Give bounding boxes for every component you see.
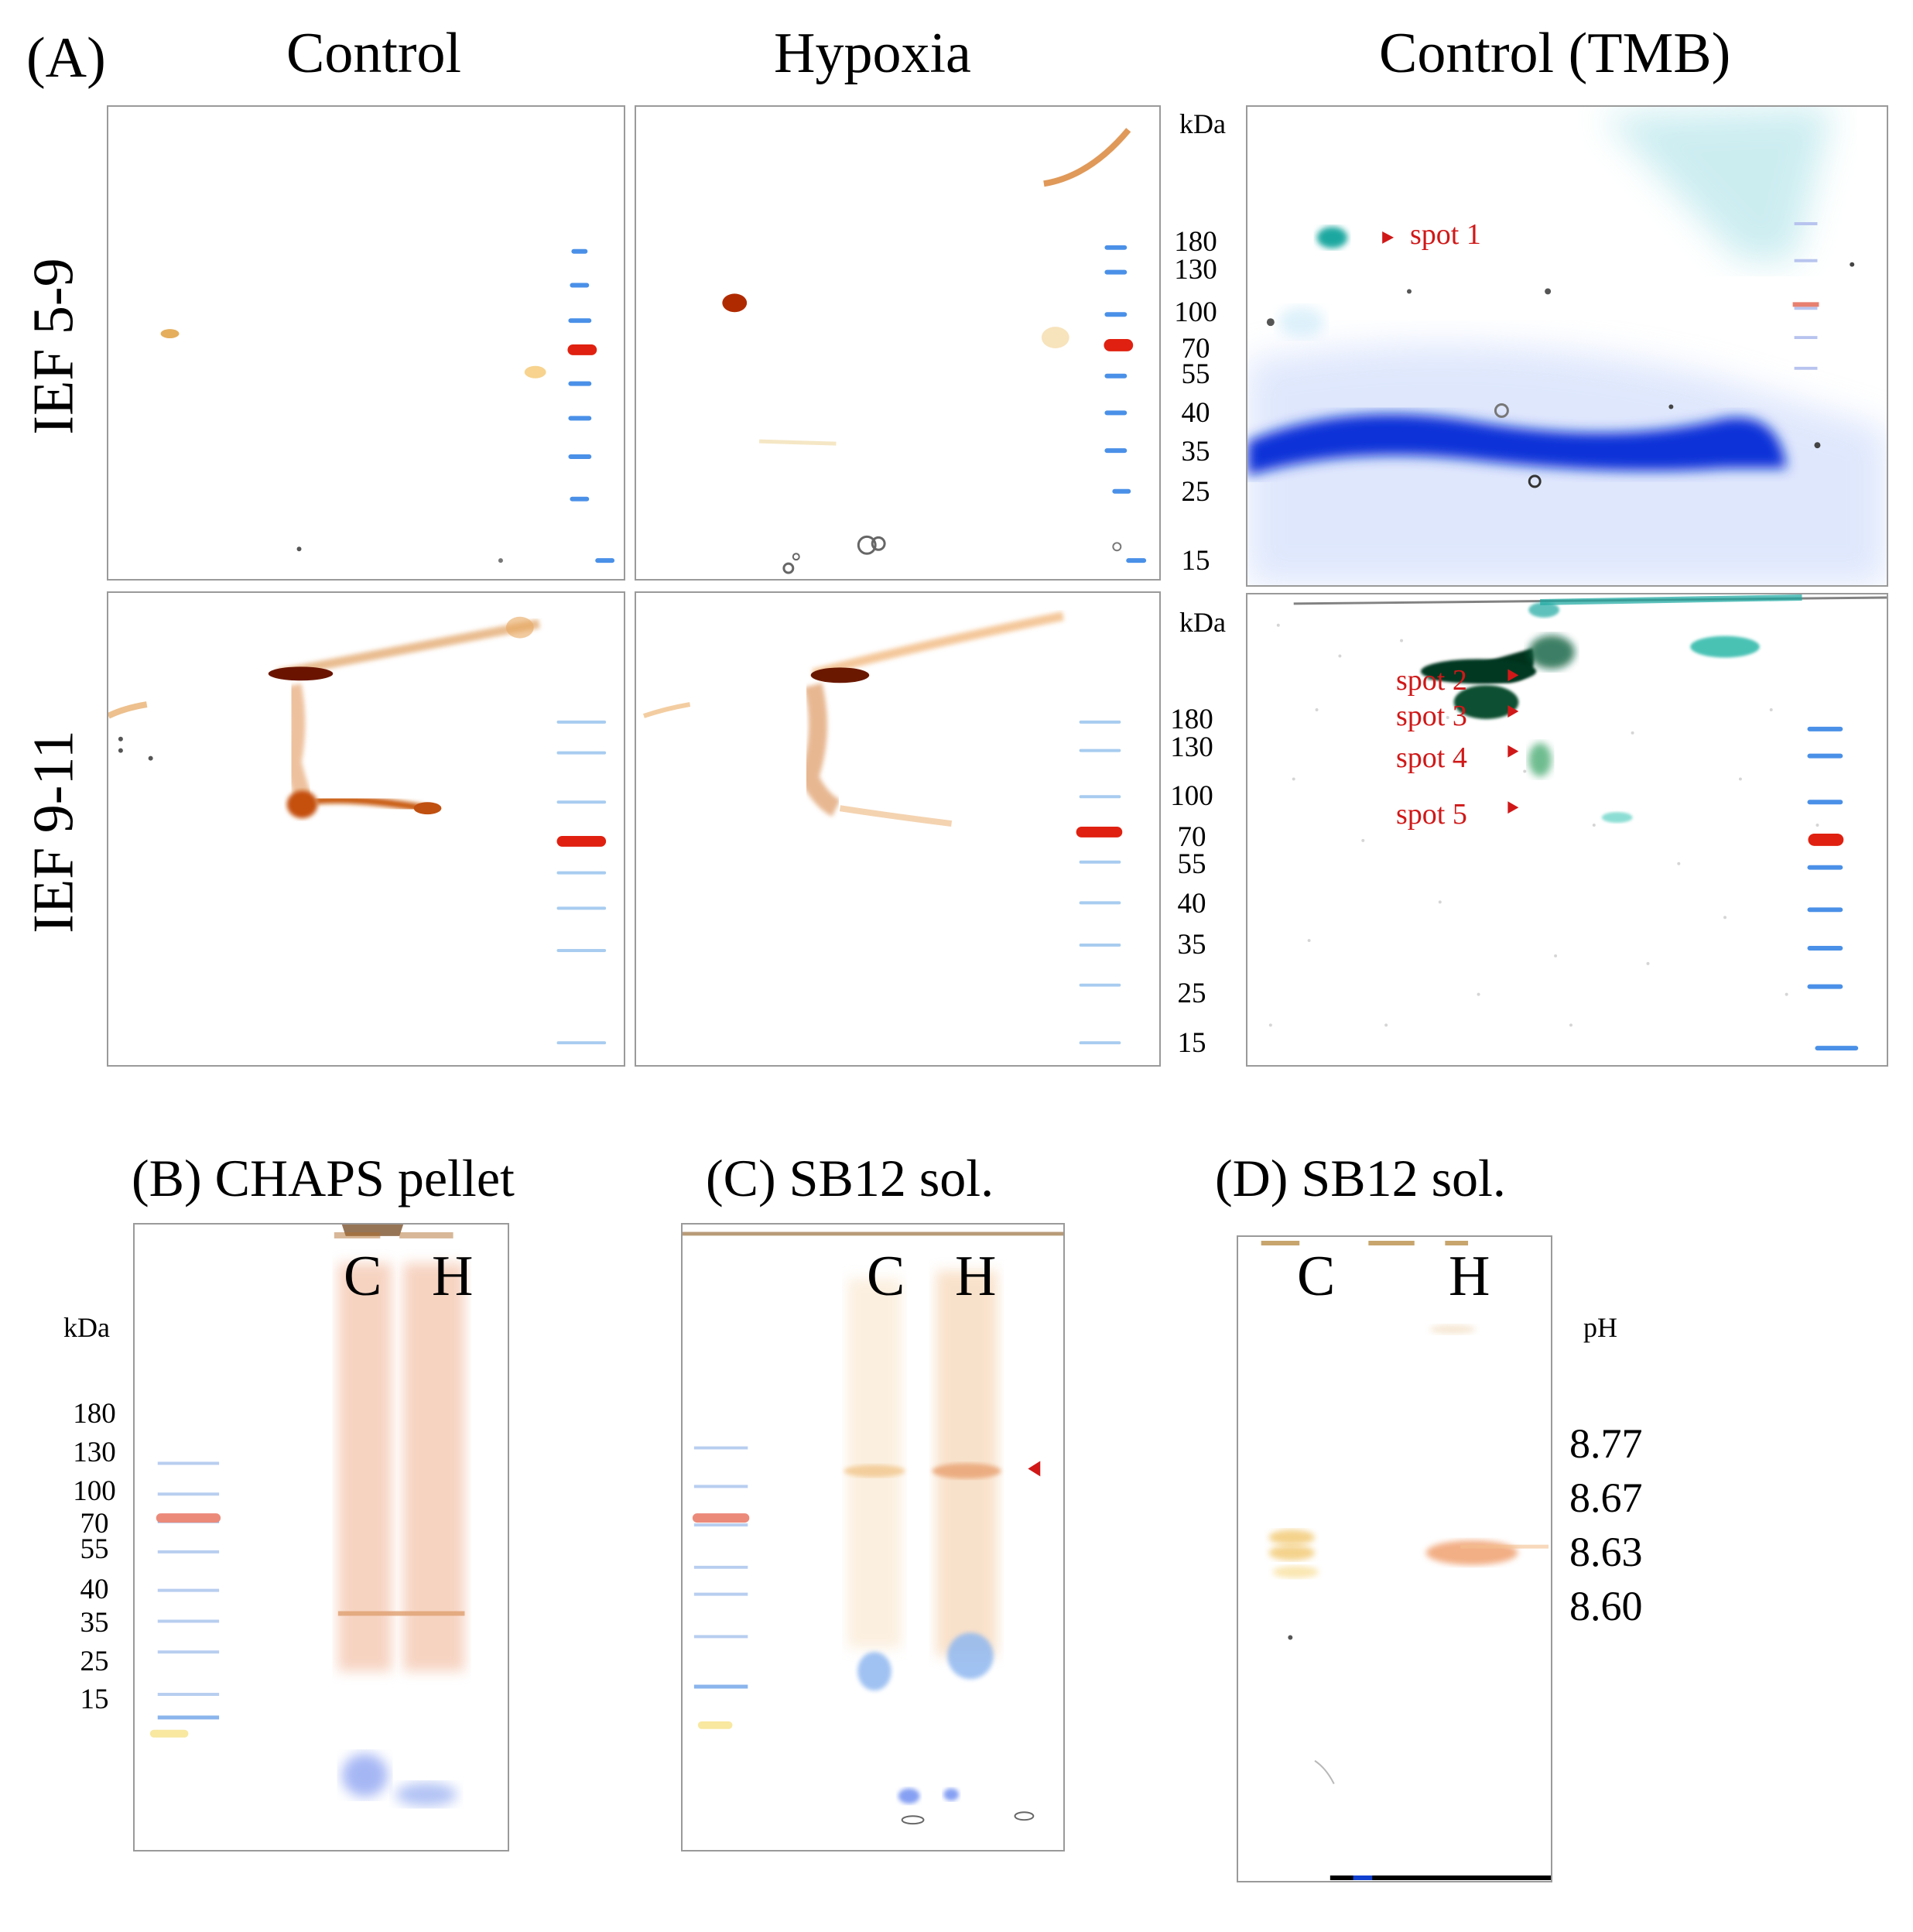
gel-chaps-pellet (133, 1223, 509, 1852)
panel-b-marker-15: 15 (80, 1684, 109, 1715)
gel-sb12-soluble-d (1237, 1235, 1552, 1882)
panel-c-lane-c: C (867, 1245, 905, 1308)
marker-55-row2: 55 (1177, 848, 1206, 880)
panel-b-marker-35: 35 (80, 1607, 109, 1639)
column-header-control-tmb: Control (TMB) (1379, 22, 1731, 85)
panel-b-marker-180: 180 (73, 1398, 116, 1430)
marker-40: 40 (1181, 397, 1210, 429)
ph-value-8-67: 8.67 (1569, 1475, 1643, 1521)
panel-b-marker-40: 40 (80, 1574, 109, 1605)
marker-25-row2: 25 (1177, 978, 1206, 1009)
marker-100: 100 (1174, 296, 1217, 328)
column-header-hypoxia: Hypoxia (774, 22, 971, 85)
panel-b-marker-70: 70 (80, 1508, 109, 1540)
panel-d-lane-h: H (1449, 1245, 1490, 1308)
kda-label-row2: kDa (1179, 607, 1226, 638)
marker-70-row2: 70 (1177, 821, 1206, 853)
marker-35: 35 (1181, 436, 1210, 468)
row-label-ief-5-9: IEF 5-9 (22, 258, 86, 435)
blot-hypoxia-ief-5-9 (635, 105, 1161, 581)
blot-control-tmb-ief-5-9 (1246, 105, 1888, 587)
panel-d-title: (D) SB12 sol. (1215, 1149, 1506, 1208)
marker-180: 180 (1174, 226, 1217, 258)
panel-d-ph-label: pH (1583, 1312, 1617, 1343)
marker-55: 55 (1181, 358, 1210, 390)
panel-a-label: (A) (26, 26, 106, 90)
blot-hypoxia-ief-9-11 (635, 591, 1161, 1067)
marker-25: 25 (1181, 476, 1210, 508)
row-label-ief-9-11: IEF 9-11 (22, 730, 86, 933)
marker-40-row2: 40 (1177, 888, 1206, 920)
kda-label-row1: kDa (1179, 108, 1226, 139)
marker-180-row2: 180 (1170, 704, 1213, 735)
marker-100-row2: 100 (1170, 780, 1213, 812)
spot-3-label: spot 3 (1396, 700, 1467, 732)
marker-130: 130 (1174, 254, 1217, 286)
panel-c-title: (C) SB12 sol. (706, 1149, 994, 1208)
ph-value-8-63: 8.63 (1569, 1529, 1643, 1575)
column-header-control: Control (286, 22, 462, 85)
marker-15-row2: 15 (1177, 1027, 1206, 1059)
marker-70: 70 (1181, 333, 1210, 365)
blot-control-ief-9-11 (107, 591, 625, 1067)
blot-control-tmb-ief-9-11 (1246, 593, 1888, 1067)
marker-130-row2: 130 (1170, 731, 1213, 763)
ph-value-8-60: 8.60 (1569, 1583, 1643, 1629)
blot-control-ief-5-9 (107, 105, 625, 581)
gel-sb12-soluble-c (681, 1223, 1065, 1852)
panel-d-lane-c: C (1297, 1245, 1336, 1308)
panel-b-marker-25: 25 (80, 1646, 109, 1677)
spot-4-label: spot 4 (1396, 742, 1467, 774)
spot-5-label: spot 5 (1396, 798, 1467, 831)
spot-2-label: spot 2 (1396, 664, 1467, 697)
panel-b-lane-c: C (344, 1245, 382, 1308)
ph-value-8-77: 8.77 (1569, 1420, 1643, 1467)
panel-c-lane-h: H (955, 1245, 997, 1308)
panel-b-marker-55: 55 (80, 1533, 109, 1565)
panel-b-lane-h: H (432, 1245, 474, 1308)
spot-1-label: spot 1 (1410, 218, 1481, 251)
panel-b-marker-130: 130 (73, 1437, 116, 1468)
panel-b-kda-label: kDa (63, 1312, 110, 1343)
panel-b-title: (B) CHAPS pellet (132, 1149, 515, 1208)
panel-b-marker-100: 100 (73, 1475, 116, 1507)
marker-35-row2: 35 (1177, 929, 1206, 961)
marker-15: 15 (1181, 545, 1210, 577)
